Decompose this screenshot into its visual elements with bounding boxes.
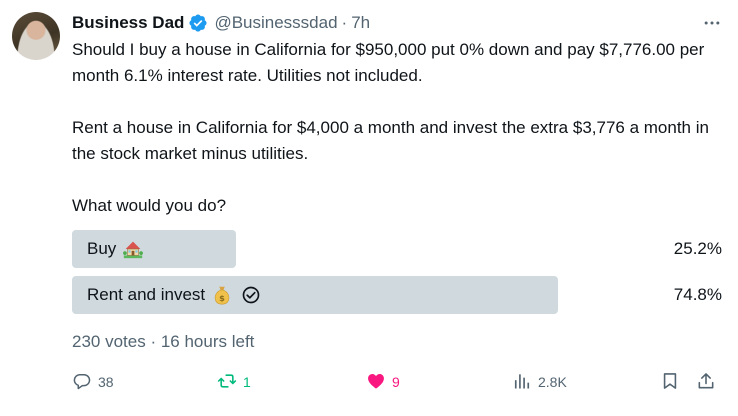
poll-footer: 230 votes · 16 hours left (72, 332, 255, 351)
share-button[interactable] (696, 370, 716, 394)
poll-option-percent: 74.8% (673, 285, 722, 304)
reply-button[interactable]: 38 (72, 370, 114, 394)
analytics-icon (512, 371, 532, 394)
money-bag-icon: $ (211, 284, 233, 306)
share-icon (696, 371, 716, 394)
retweet-count: 1 (243, 374, 251, 390)
check-circle-icon (241, 285, 261, 305)
poll-bar (72, 276, 559, 314)
tweet-text: Should I buy a house in California for $… (72, 37, 722, 245)
poll-option-text: Buy (87, 239, 117, 258)
author-name[interactable]: Business Dad (72, 13, 185, 32)
poll-option-text: Rent and invest (87, 285, 206, 304)
house-with-garden-icon (122, 238, 144, 260)
tweet-paragraph: Should I buy a house in California for $… (72, 40, 705, 85)
tweet-header: Business Dad @Businesssdad · 7h (72, 12, 370, 34)
like-count: 9 (392, 374, 400, 390)
poll-option-buy[interactable]: Buy 25.2% (72, 230, 722, 268)
action-bar: 38 1 9 2.8K (72, 370, 722, 394)
author-handle[interactable]: @Businesssdad (214, 13, 338, 32)
bookmark-button[interactable] (660, 370, 680, 394)
poll-option-label: Rent and invest $ (87, 276, 261, 314)
poll-option-rent-and-invest[interactable]: Rent and invest $ 74.8% (72, 276, 722, 314)
header-separator: · (341, 13, 348, 32)
reply-icon (72, 371, 92, 394)
tweet-paragraph: What would you do? (72, 196, 227, 215)
more-options-icon[interactable] (702, 13, 722, 33)
post-time[interactable]: 7h (351, 13, 371, 32)
views-count: 2.8K (538, 374, 567, 390)
avatar[interactable] (12, 12, 60, 60)
verified-badge-icon (188, 13, 208, 33)
poll-bar (72, 230, 236, 268)
poll-option-label: Buy (87, 230, 144, 268)
heart-icon (366, 371, 386, 394)
reply-count: 38 (98, 374, 114, 390)
poll-option-percent: 25.2% (673, 239, 722, 258)
like-button[interactable]: 9 (366, 370, 400, 394)
tweet-paragraph: Rent a house in California for $4,000 a … (72, 118, 709, 163)
bookmark-icon (660, 371, 680, 394)
retweet-button[interactable]: 1 (217, 370, 251, 394)
views-button[interactable]: 2.8K (512, 370, 567, 394)
retweet-icon (217, 371, 237, 394)
svg-text:$: $ (219, 293, 225, 303)
